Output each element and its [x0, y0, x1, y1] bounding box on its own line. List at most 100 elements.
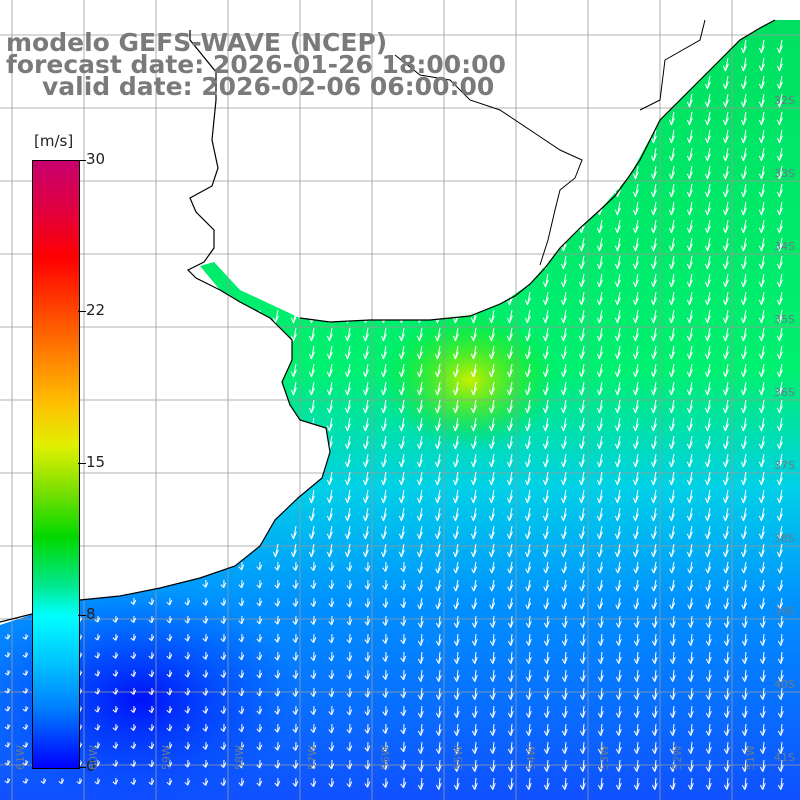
wind-arrow	[346, 579, 353, 590]
wind-arrow	[434, 399, 441, 414]
wind-arrow	[238, 615, 245, 625]
wind-arrow	[758, 489, 765, 504]
wind-arrow	[686, 345, 693, 360]
wind-arrow	[364, 669, 371, 680]
wind-arrow	[238, 687, 245, 697]
wind-arrow	[578, 291, 585, 306]
wind-arrow	[777, 759, 784, 772]
wind-arrow	[560, 363, 567, 378]
wind-arrow	[416, 291, 423, 306]
wind-arrow	[723, 615, 730, 628]
wind-arrow	[398, 435, 405, 450]
wind-arrow	[741, 597, 748, 610]
wind-arrow	[362, 399, 369, 414]
wind-arrow	[759, 741, 766, 754]
wind-arrow	[470, 417, 477, 432]
wind-arrow	[758, 219, 765, 234]
wind-arrow	[94, 759, 101, 767]
wind-arrow	[776, 237, 783, 252]
wind-arrow	[290, 525, 297, 540]
wind-arrow	[633, 669, 640, 682]
wind-arrow	[4, 633, 11, 640]
wind-arrow	[542, 273, 549, 288]
wind-arrow	[597, 777, 604, 790]
wind-arrow	[741, 759, 748, 772]
wind-arrow	[130, 723, 137, 731]
wind-arrow	[471, 597, 478, 610]
wind-arrow	[274, 597, 281, 607]
wind-arrow	[489, 759, 496, 772]
wind-arrow	[362, 489, 369, 504]
wind-arrow	[488, 291, 495, 306]
wind-arrow	[328, 759, 335, 770]
wind-arrow	[777, 669, 784, 682]
wind-arrow	[220, 597, 227, 606]
wind-arrow	[417, 723, 424, 736]
wind-arrow	[112, 705, 119, 713]
wind-arrow	[326, 273, 333, 288]
wind-arrow	[668, 435, 675, 450]
wind-arrow	[777, 615, 784, 628]
wind-arrow	[686, 291, 693, 306]
wind-arrow	[344, 363, 351, 378]
wind-arrow	[292, 669, 299, 679]
wind-arrow	[398, 273, 405, 288]
wind-arrow	[741, 579, 748, 592]
wind-arrow	[776, 129, 783, 144]
wind-arrow	[668, 147, 675, 162]
wind-arrow	[776, 165, 783, 180]
wind-arrow	[650, 417, 657, 432]
wind-arrow	[542, 417, 549, 432]
wind-arrow	[561, 705, 568, 718]
wind-arrow	[686, 417, 693, 432]
wind-arrow	[740, 507, 747, 522]
wind-arrow	[344, 345, 351, 360]
wind-arrow	[238, 651, 245, 661]
wind-arrow	[758, 291, 765, 306]
wind-arrow	[308, 525, 315, 540]
wind-arrow	[292, 633, 299, 643]
wind-arrow	[130, 687, 137, 695]
wind-arrow	[362, 381, 369, 396]
wind-arrow	[434, 273, 441, 288]
wind-arrow	[776, 435, 783, 450]
wind-arrow	[722, 543, 729, 558]
wind-arrow	[668, 489, 675, 504]
wind-arrow	[704, 237, 711, 252]
wind-arrow	[704, 381, 711, 396]
wind-arrow	[362, 471, 369, 486]
wind-arrow	[759, 561, 766, 574]
wind-arrow	[543, 687, 550, 700]
wind-arrow	[310, 723, 317, 734]
wind-arrow	[290, 327, 297, 342]
wind-arrow	[488, 525, 495, 540]
wind-arrow	[650, 345, 657, 360]
wind-arrow	[398, 471, 405, 486]
wind-arrow	[506, 543, 513, 558]
wind-arrow	[434, 471, 441, 486]
wind-arrow	[650, 471, 657, 486]
wind-arrow	[290, 363, 297, 378]
wind-arrow	[740, 93, 747, 108]
wind-arrow	[777, 633, 784, 646]
wind-arrow	[398, 489, 405, 504]
wind-arrow	[759, 579, 766, 592]
wind-arrow	[452, 435, 459, 450]
wind-arrow	[506, 381, 513, 396]
wind-arrow	[597, 669, 604, 682]
wind-arrow	[380, 363, 387, 378]
wind-arrow	[507, 669, 514, 682]
wind-arrow	[669, 597, 676, 610]
wind-arrow	[722, 75, 729, 90]
wind-arrow	[274, 759, 281, 769]
wind-arrow	[560, 291, 567, 306]
wind-arrow	[310, 579, 317, 590]
wind-arrow	[40, 777, 47, 784]
wind-arrow	[112, 615, 119, 623]
wind-arrow	[705, 633, 712, 646]
wind-arrow	[722, 399, 729, 414]
wind-arrow	[417, 579, 424, 592]
wind-arrow	[453, 723, 460, 736]
wind-arrow	[722, 525, 729, 540]
wind-arrow	[650, 453, 657, 468]
